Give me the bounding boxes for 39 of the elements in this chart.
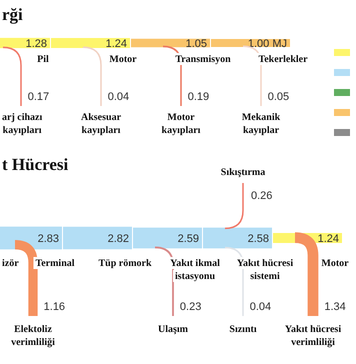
data-label: 0.04: [250, 301, 272, 313]
category-label: Tüp römork: [98, 258, 152, 269]
text: Motor kayıpları: [162, 112, 200, 136]
category-label: Yakıt ikmal istasyonu: [170, 258, 220, 282]
data-label: 0.04: [108, 91, 130, 103]
text: rği: [2, 5, 24, 24]
category-label: Motor: [109, 54, 138, 65]
text: Elektoliz verimliliği: [11, 324, 55, 348]
data-label: 0.26: [251, 190, 272, 202]
data-label: 1.16: [44, 301, 66, 313]
text: Ulaşım: [158, 324, 188, 335]
text: Sıkıştırma: [220, 167, 266, 178]
data-label: 0.19: [188, 91, 210, 103]
data-label: 1.34: [324, 301, 346, 313]
text: t Hücresi: [2, 155, 69, 174]
text: Mekanik kayıplar: [242, 112, 280, 136]
data-label: 0.17: [28, 91, 50, 103]
text: arj cihazı kayıpları: [2, 112, 42, 136]
data-label: 0.05: [268, 91, 290, 103]
category-label: Motor: [321, 258, 350, 269]
data-label: 1.05: [186, 38, 207, 50]
data-label: 1.28: [26, 38, 47, 50]
text: Aksesuar kayıpları: [80, 112, 122, 136]
category-label: Tekerlekler: [258, 54, 308, 65]
data-label: 1.24: [106, 38, 127, 50]
category-label: izör: [2, 258, 20, 269]
data-label: 0.23: [180, 301, 202, 313]
data-label: 2.58: [248, 233, 269, 245]
text: Yakıt hücresi verimliliği: [284, 324, 342, 348]
data-label: 1.24: [318, 233, 339, 245]
data-label: 1.00 MJ: [248, 38, 287, 50]
category-label: Pil: [37, 54, 50, 65]
text: Sızıntı: [229, 324, 257, 335]
category-label: Transmisyon: [175, 54, 232, 65]
data-label: 2.59: [178, 233, 199, 245]
category-label: Yakıt hücresi sistemi: [236, 258, 294, 282]
data-label: 2.82: [108, 233, 129, 245]
data-label: 2.83: [38, 233, 59, 245]
category-label: Terminal: [35, 258, 75, 269]
